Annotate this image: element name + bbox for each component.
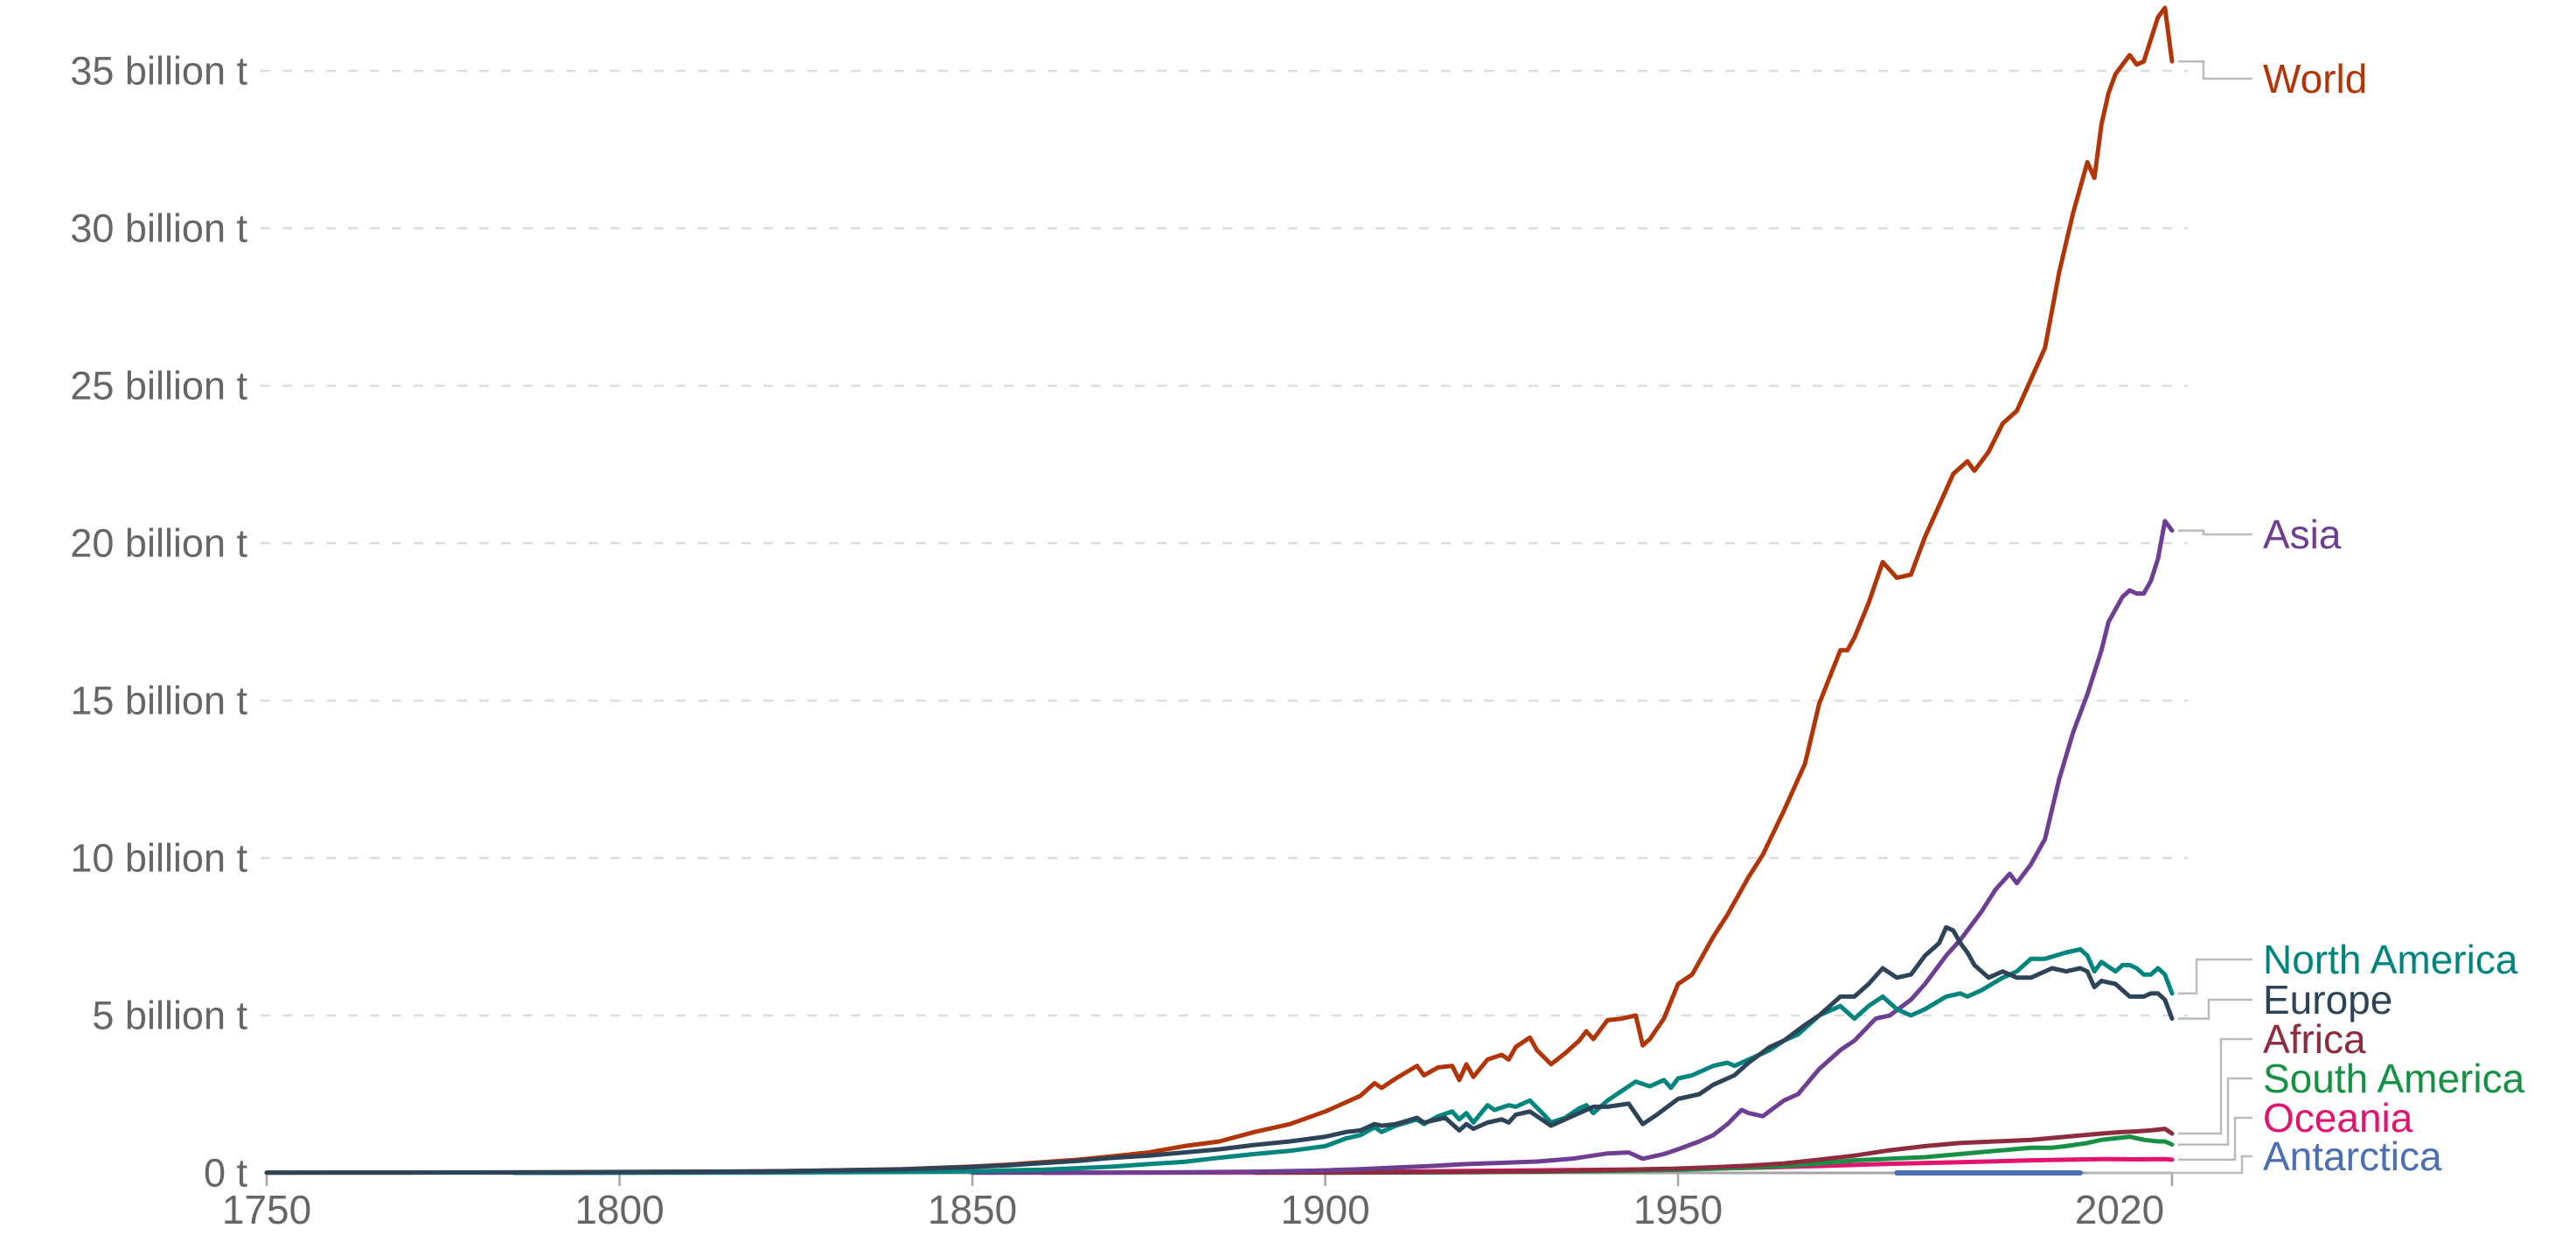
legend-label-world[interactable]: World bbox=[2263, 56, 2367, 101]
y-tick-label-5: 5 billion t bbox=[92, 994, 247, 1038]
asia-line[interactable] bbox=[970, 519, 2175, 1176]
y-tick-label-25: 25 billion t bbox=[70, 364, 247, 408]
legend-label-asia[interactable]: Asia bbox=[2263, 512, 2342, 557]
x-tick-label-1800: 1800 bbox=[574, 1187, 664, 1232]
connector-africa bbox=[2178, 1037, 2252, 1135]
x-tick-label-1850: 1850 bbox=[928, 1187, 1017, 1232]
y-tick-label-35: 35 billion t bbox=[70, 49, 247, 94]
x-tick-label-1900: 1900 bbox=[1280, 1187, 1369, 1232]
legend-label-antarctica[interactable]: Antarctica bbox=[2263, 1134, 2442, 1179]
y-tick-label-20: 20 billion t bbox=[70, 521, 247, 566]
y-tick-label-15: 15 billion t bbox=[70, 679, 247, 723]
connector-south-america bbox=[2178, 1077, 2252, 1146]
x-tick-label-2020: 2020 bbox=[2075, 1187, 2164, 1232]
legend-label-south-america[interactable]: South America bbox=[2263, 1056, 2525, 1101]
world-line[interactable] bbox=[264, 5, 2175, 1176]
connector-antarctica bbox=[2086, 1155, 2252, 1175]
legend-label-africa[interactable]: Africa bbox=[2263, 1016, 2366, 1062]
connector-world bbox=[2178, 59, 2252, 80]
y-tick-label-30: 30 billion t bbox=[70, 206, 247, 251]
legend-label-europe[interactable]: Europe bbox=[2263, 977, 2392, 1022]
europe-line[interactable] bbox=[264, 925, 2175, 1176]
legend-label-north-america[interactable]: North America bbox=[2263, 937, 2518, 982]
connector-north-america bbox=[2178, 958, 2252, 995]
x-tick-label-1750: 1750 bbox=[222, 1187, 311, 1232]
north-america-line[interactable] bbox=[512, 946, 2175, 1176]
connector-oceania bbox=[2178, 1116, 2252, 1162]
x-tick-label-1950: 1950 bbox=[1633, 1187, 1723, 1232]
y-tick-label-0: 0 t bbox=[204, 1151, 248, 1196]
connector-europe bbox=[2178, 998, 2252, 1020]
africa-line[interactable] bbox=[1252, 1127, 2175, 1176]
connector-asia bbox=[2178, 529, 2252, 536]
y-tick-label-10: 10 billion t bbox=[70, 836, 247, 881]
legend-label-oceania[interactable]: Oceania bbox=[2263, 1095, 2413, 1141]
